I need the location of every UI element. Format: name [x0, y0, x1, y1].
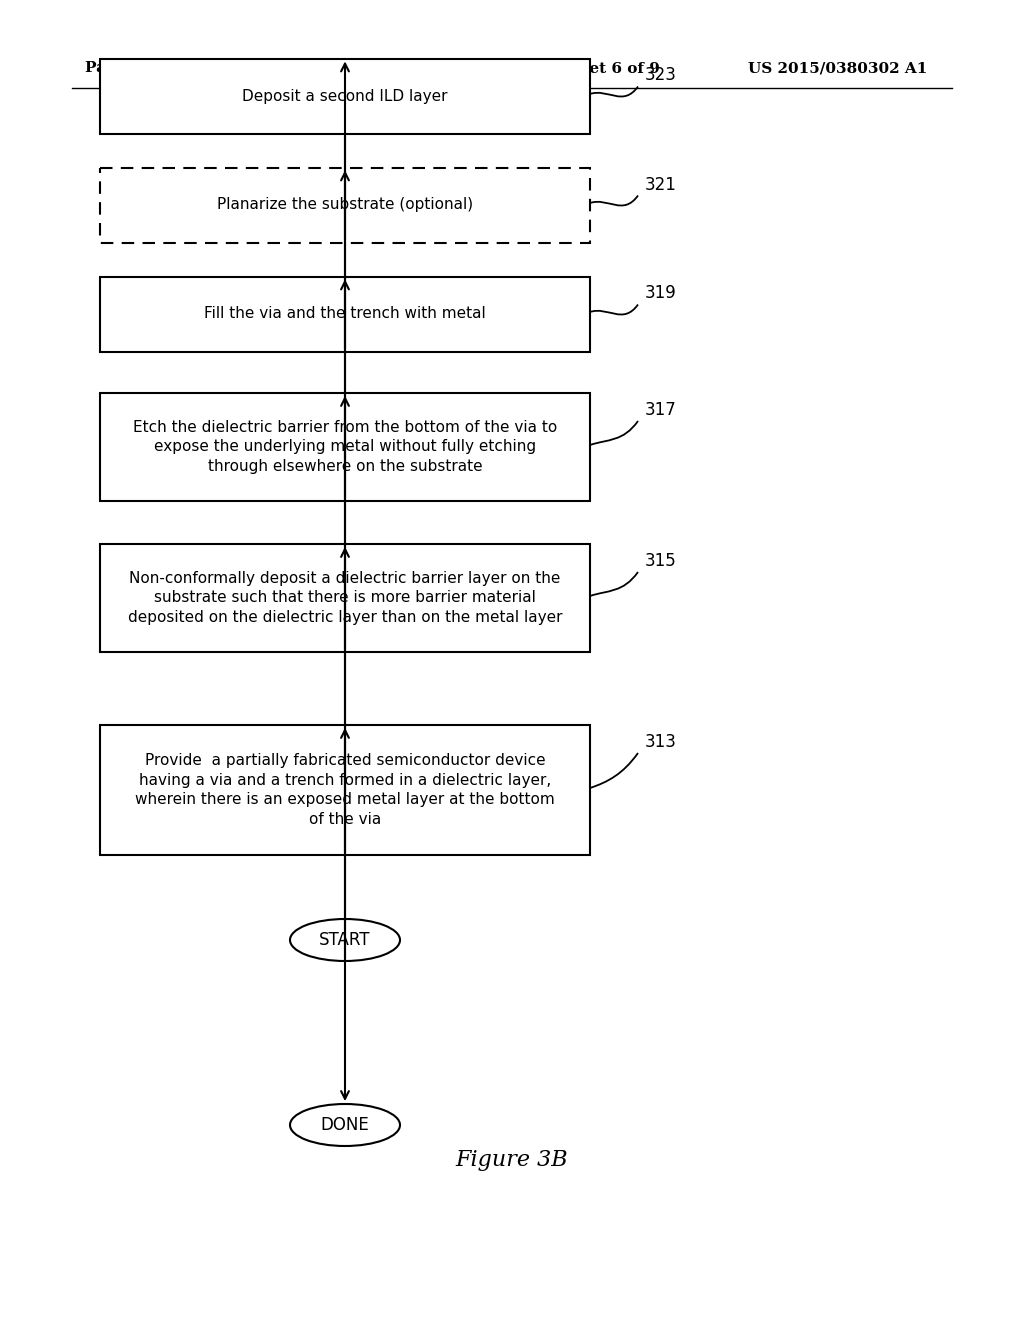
Text: Dec. 31, 2015  Sheet 6 of 9: Dec. 31, 2015 Sheet 6 of 9	[430, 61, 659, 75]
Text: 321: 321	[645, 176, 677, 194]
Text: Patent Application Publication: Patent Application Publication	[85, 61, 347, 75]
Bar	[100, 544, 590, 652]
Bar	[100, 58, 590, 133]
Bar	[100, 168, 590, 243]
Ellipse shape	[290, 919, 400, 961]
Text: Fill the via and the trench with metal: Fill the via and the trench with metal	[204, 306, 485, 322]
Text: Deposit a second ILD layer: Deposit a second ILD layer	[243, 88, 447, 103]
Ellipse shape	[290, 1104, 400, 1146]
Bar	[100, 725, 590, 855]
Text: START: START	[319, 931, 371, 949]
Text: 313: 313	[645, 733, 677, 751]
Text: Non-conformally deposit a dielectric barrier layer on the
substrate such that th: Non-conformally deposit a dielectric bar…	[128, 570, 562, 626]
Bar	[100, 393, 590, 502]
Text: DONE: DONE	[321, 1115, 370, 1134]
Text: US 2015/0380302 A1: US 2015/0380302 A1	[748, 61, 927, 75]
Bar	[100, 276, 590, 351]
Text: 319: 319	[645, 285, 677, 302]
Text: Planarize the substrate (optional): Planarize the substrate (optional)	[217, 198, 473, 213]
Text: Figure 3B: Figure 3B	[456, 1148, 568, 1171]
Text: 315: 315	[645, 552, 677, 570]
Text: 317: 317	[645, 401, 677, 418]
Text: 323: 323	[645, 66, 677, 84]
Text: Etch the dielectric barrier from the bottom of the via to
expose the underlying : Etch the dielectric barrier from the bot…	[133, 420, 557, 474]
Text: Provide  a partially fabricated semiconductor device
having a via and a trench f: Provide a partially fabricated semicondu…	[135, 752, 555, 828]
